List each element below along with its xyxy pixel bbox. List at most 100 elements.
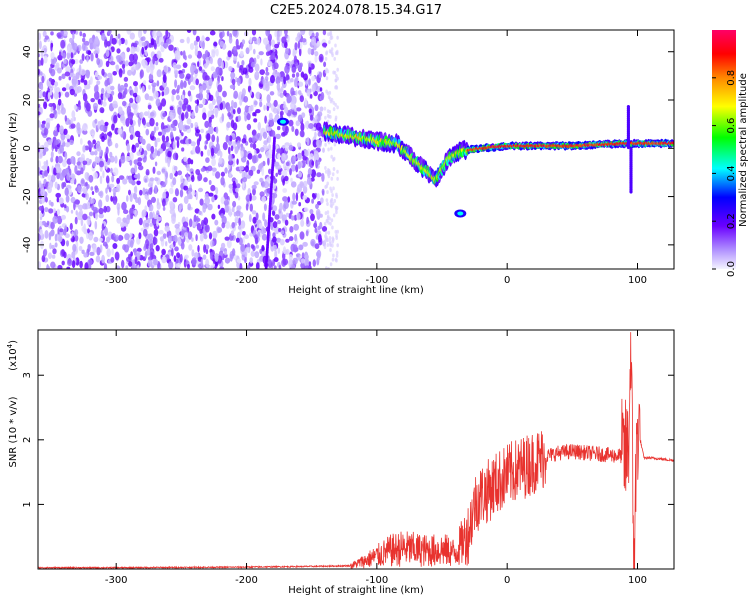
spectrogram-cell <box>186 30 192 33</box>
spectrogram-cell <box>242 67 248 75</box>
spectrogram-cell <box>195 145 201 154</box>
spectrogram-cell <box>315 122 322 131</box>
spectrogram-cell <box>197 187 204 193</box>
spectrogram-cell <box>333 142 337 147</box>
spectrogram-feature <box>457 211 464 216</box>
spectrogram-cell <box>336 229 340 234</box>
spectrogram-cell <box>59 228 64 233</box>
spectrogram-cell <box>328 216 331 221</box>
spectrogram-cell <box>64 168 70 174</box>
spectrogram-cell <box>217 84 223 93</box>
spectrogram-cell <box>302 185 308 194</box>
spectrogram-cell <box>279 71 285 79</box>
spectrogram-cell <box>239 98 243 106</box>
spectrogram-cell <box>145 169 150 176</box>
spectrogram-cell <box>140 36 144 42</box>
spectrogram-cell <box>255 262 260 269</box>
spectrogram-cell <box>237 61 240 68</box>
spectrogram-cell <box>232 134 236 140</box>
spectrogram-cell <box>314 228 318 233</box>
spectrogram-feature <box>273 136 276 141</box>
spectrogram-cell <box>139 111 144 119</box>
spectrogram-cell <box>94 90 100 100</box>
spectrogram-cell <box>104 39 108 48</box>
spectrogram-cell <box>122 100 127 107</box>
spectrogram-cell <box>249 192 252 202</box>
spectrogram-cell <box>176 252 181 259</box>
spectrogram-cell <box>322 30 327 36</box>
spectrogram-cell <box>49 230 55 237</box>
spectrogram-cell <box>266 105 270 112</box>
spectrogram-cell <box>155 98 161 107</box>
spectrogram-cell <box>92 206 98 213</box>
spectrogram-cell <box>182 62 188 68</box>
spectrogram-cell <box>326 190 329 195</box>
spectrogram-cell <box>331 172 335 177</box>
spectrogram-cell <box>74 165 78 175</box>
spectrogram-cell <box>66 51 71 60</box>
spectrogram-cell <box>99 175 103 185</box>
spectrogram-cell <box>332 213 336 218</box>
spectrogram-cell <box>179 189 184 198</box>
spectrogram-cell <box>151 196 156 203</box>
spectrogram-cell <box>201 35 205 43</box>
spectrogram-cell <box>199 198 204 206</box>
spectrogram-cell <box>280 230 285 235</box>
spectrogram-y-label: Frequency (Hz) <box>8 112 19 188</box>
spectrogram-cell <box>271 195 275 205</box>
spectrogram-cell <box>102 101 107 107</box>
spectrogram-cell <box>147 217 151 224</box>
spectrogram-cell <box>43 55 48 64</box>
spectrogram-cell <box>220 176 225 186</box>
spectrogram-cell <box>215 126 219 134</box>
spectrogram-cell <box>263 37 268 45</box>
spectrogram-cell <box>60 39 66 49</box>
spectrogram-cell <box>199 233 204 242</box>
spectrogram-cell <box>175 152 179 161</box>
spectrogram-cell <box>132 103 137 110</box>
spectrogram-cell <box>54 126 57 131</box>
spectrogram-cell <box>105 153 108 163</box>
spectrogram-cell <box>64 187 69 196</box>
spectrogram-cell <box>92 102 99 111</box>
spectrogram-cell <box>273 62 279 70</box>
spectrogram-cell <box>309 209 314 215</box>
spectrogram-cell <box>278 264 282 269</box>
spectrogram-cell <box>203 234 208 240</box>
spectrogram-cell <box>155 245 160 252</box>
spectrogram-cell <box>249 257 253 264</box>
spectrogram-cell <box>55 146 58 152</box>
spectrogram-cell <box>135 64 140 71</box>
spectrogram-cell <box>190 122 194 129</box>
spectrogram-cell <box>38 233 41 242</box>
spectrogram-cell <box>175 136 180 141</box>
spectrogram-cell <box>314 55 318 63</box>
spectrogram-cell <box>318 213 323 218</box>
spectrogram-cell <box>48 103 54 107</box>
spectrogram-cell <box>200 259 204 266</box>
spectrogram-cell <box>139 69 144 78</box>
spectrogram-cell <box>288 254 293 261</box>
spectrogram-cell <box>323 106 327 111</box>
spectrogram-cell <box>320 137 325 142</box>
spectrogram-cell <box>296 142 302 148</box>
spectrogram-cell <box>297 183 303 193</box>
spectrogram-cell <box>302 241 308 247</box>
spectrogram-cell <box>65 134 70 140</box>
spectrogram-cell <box>67 258 73 267</box>
spectrogram-cell <box>74 216 78 225</box>
spectrogram-cell <box>160 122 165 131</box>
spectrogram-cell <box>305 78 308 86</box>
spectrogram-cell <box>298 171 303 178</box>
spectrogram-cell <box>325 76 329 81</box>
spectrogram-cell <box>38 59 42 67</box>
spectrogram-cell <box>93 85 98 93</box>
spectrogram-cell <box>84 100 89 109</box>
spectrogram-cell <box>50 261 56 269</box>
spectrogram-cell <box>274 30 278 38</box>
spectrogram-cell <box>312 193 317 200</box>
spectrogram-cell <box>210 66 215 72</box>
spectrogram-cell <box>177 106 182 115</box>
spectrogram-cell <box>297 90 302 95</box>
